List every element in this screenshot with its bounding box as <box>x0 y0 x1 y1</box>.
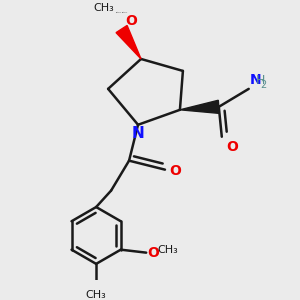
Text: O: O <box>226 140 238 154</box>
Text: O: O <box>169 164 181 178</box>
Polygon shape <box>180 100 219 113</box>
Text: methoxy: methoxy <box>116 11 122 13</box>
Text: CH₃: CH₃ <box>158 245 178 255</box>
Text: O: O <box>125 14 137 28</box>
Text: N: N <box>250 74 262 87</box>
Text: O: O <box>148 246 160 260</box>
Text: H: H <box>256 74 266 87</box>
Text: CH₃: CH₃ <box>86 290 106 300</box>
Polygon shape <box>116 26 141 59</box>
Text: CH₃: CH₃ <box>93 3 114 13</box>
Text: N: N <box>132 126 144 141</box>
Text: methoxy: methoxy <box>122 12 128 14</box>
Text: 2: 2 <box>260 80 266 90</box>
